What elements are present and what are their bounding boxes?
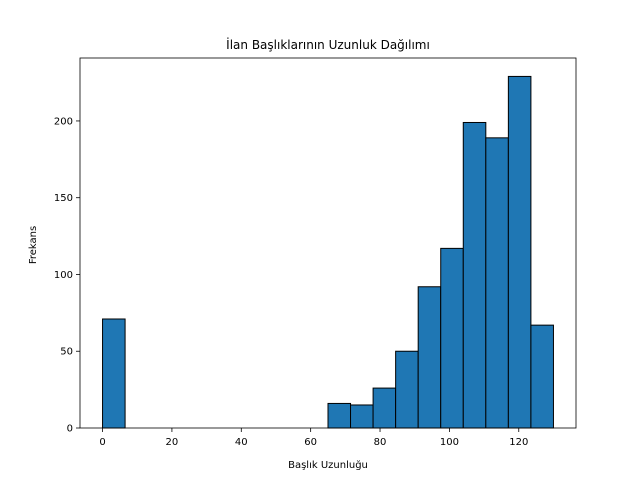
y-tick-label: 0: [67, 424, 73, 435]
histogram-bar: [530, 324, 554, 429]
y-tick-label: 50: [60, 347, 73, 358]
x-axis-label: Başlık Uzunluğu: [288, 459, 368, 471]
y-tick-label: 150: [54, 193, 73, 204]
chart-title: İlan Başlıklarının Uzunluk Dağılımı: [226, 37, 430, 52]
x-tick-label: 80: [374, 437, 387, 448]
histogram-bar: [485, 137, 509, 429]
x-axis-ticks: 0 20 40 60 80 100 120: [99, 428, 528, 448]
x-tick-label: 40: [235, 437, 248, 448]
x-tick-label: 0: [99, 437, 105, 448]
y-axis-ticks: 0 50 100 150 200: [54, 116, 80, 435]
x-tick-label: 60: [304, 437, 317, 448]
histogram-bar: [462, 121, 487, 429]
x-tick-label: 100: [440, 437, 459, 448]
y-tick-label: 200: [54, 116, 73, 127]
histogram-bar: [102, 318, 126, 429]
plot-frame: [79, 57, 577, 429]
histogram-bar: [417, 286, 442, 429]
histogram-bar: [372, 387, 397, 429]
y-axis-label: Frekans: [28, 226, 39, 264]
y-tick-label: 100: [54, 270, 73, 281]
histogram-bar: [395, 350, 419, 429]
bars-group: [102, 75, 554, 429]
histogram-bar: [327, 402, 352, 429]
histogram-bar: [440, 247, 464, 429]
x-tick-label: 120: [509, 437, 528, 448]
histogram-bar: [507, 75, 532, 429]
x-tick-label: 20: [166, 437, 179, 448]
histogram-bar: [350, 404, 374, 429]
